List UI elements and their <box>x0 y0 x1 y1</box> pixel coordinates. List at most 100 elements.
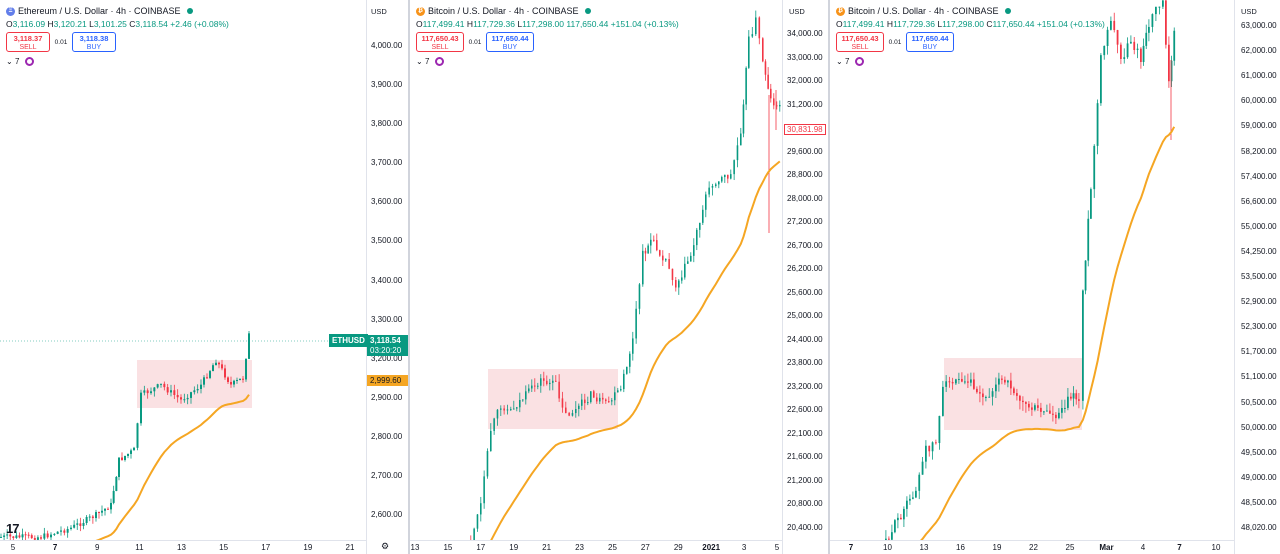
candle-body <box>30 535 33 539</box>
plot-area[interactable] <box>830 0 1234 540</box>
candle-body <box>124 455 126 460</box>
candle-body <box>493 418 495 431</box>
sell-button[interactable]: 117,650.43 SELL <box>416 32 464 52</box>
candle-body <box>73 524 76 528</box>
candle-body <box>681 277 683 281</box>
candle-body <box>0 536 2 538</box>
candle-body <box>248 333 250 359</box>
price-tick-label: 25,600.00 <box>787 287 823 297</box>
price-tick-label: 3,300.00 <box>371 314 403 324</box>
candlestick-plot[interactable] <box>410 0 782 540</box>
candle-body <box>605 399 607 402</box>
candle-body <box>91 516 94 519</box>
price-tick-label: 23,800.00 <box>787 358 823 368</box>
price-tick-label: 28,800.00 <box>787 170 823 180</box>
candle-body <box>690 255 692 262</box>
candle-body <box>528 388 530 392</box>
candle-body <box>727 174 729 179</box>
panel-divider[interactable] <box>828 0 830 554</box>
plot-area[interactable] <box>0 0 366 540</box>
candle-body <box>33 538 36 540</box>
candle-body <box>1148 26 1150 33</box>
candlestick-plot[interactable] <box>830 0 1234 540</box>
candle-body <box>1004 379 1006 383</box>
currency-label[interactable]: USD <box>1241 7 1257 16</box>
indicator-loading-icon <box>25 57 35 66</box>
candle-body <box>740 133 742 146</box>
candle-body <box>773 98 775 106</box>
indicators-toggle[interactable]: ⌄ 7 <box>836 57 850 66</box>
candle-body <box>644 250 647 254</box>
currency-label[interactable]: USD <box>371 7 387 16</box>
chart-title[interactable]: Bitcoin / U.S. Dollar · 4h · COINBASE <box>428 6 579 16</box>
candle-body <box>546 380 548 385</box>
candle-body <box>156 384 159 388</box>
candle-body <box>230 381 232 385</box>
candle-body <box>742 104 745 134</box>
candle-body <box>948 381 951 383</box>
price-tick-label: 2,600.00 <box>371 510 403 519</box>
panel-divider[interactable] <box>408 0 410 554</box>
sell-button[interactable]: 117,650.43 SELL <box>836 32 884 52</box>
candle-body <box>638 284 641 309</box>
candle-body <box>95 512 97 519</box>
price-tick-label: 61,000.00 <box>1241 71 1277 81</box>
candle-body <box>480 503 482 515</box>
candlestick-plot[interactable] <box>0 0 366 540</box>
market-open-icon <box>584 8 591 14</box>
candle-body <box>656 240 658 251</box>
candle-body <box>587 402 589 404</box>
time-tick-label: 19 <box>303 543 313 552</box>
price-tick-label: 58,200.00 <box>1241 146 1277 156</box>
candle-body <box>186 397 189 400</box>
candle-body <box>653 239 655 241</box>
candle-body <box>118 457 120 477</box>
settings-icon[interactable]: ⚙ <box>381 541 390 551</box>
time-tick-label: 7 <box>1177 543 1182 552</box>
price-tick-label: 20,800.00 <box>787 499 823 509</box>
candle-body <box>40 537 42 539</box>
chart-panel-eth[interactable]: Ξ Ethereum / U.S. Dollar · 4h · COINBASE… <box>0 0 408 554</box>
candle-body <box>56 531 59 534</box>
candle-body <box>224 368 226 378</box>
plot-area[interactable] <box>410 0 782 540</box>
chart-panel-btc-1[interactable]: ₿ Bitcoin / U.S. Dollar · 4h · COINBASE … <box>410 0 828 554</box>
candle-body <box>678 280 680 288</box>
price-axis[interactable]: USD 4,000.00 3,900.00 3,800.00 3,700.00 3,60… <box>329 0 408 554</box>
candle-body <box>543 378 545 381</box>
time-tick-label: 25 <box>1065 543 1075 552</box>
tradingview-logo[interactable]: 17 <box>6 521 20 536</box>
candle-body <box>702 209 704 223</box>
candle-body <box>88 516 91 518</box>
price-axis[interactable]: USD 34,000.00 33,000.00 32,000.00 31,200.00… <box>782 0 828 554</box>
chart-title[interactable]: Bitcoin / U.S. Dollar · 4h · COINBASE <box>848 6 999 16</box>
candle-body <box>599 397 601 402</box>
candle-body <box>935 442 937 444</box>
ema-tag: 2,999.60 <box>367 375 408 386</box>
candle-body <box>50 534 52 538</box>
time-tick-label: Mar <box>1099 543 1114 552</box>
buy-button[interactable]: 117,650.44 BUY <box>486 32 534 52</box>
candle-body <box>140 392 142 424</box>
chart-panel-btc-2[interactable]: ₿ Bitcoin / U.S. Dollar · 4h · COINBASE … <box>830 0 1280 554</box>
time-tick-label: 17 <box>261 543 271 552</box>
candle-body <box>166 387 169 393</box>
candle-body <box>200 384 202 390</box>
price-axis[interactable]: USD 63,000.00 62,000.00 61,000.00 60,000.00… <box>1234 0 1280 554</box>
sell-button[interactable]: 3,118.37 SELL <box>6 32 50 52</box>
time-axis[interactable]: 7 10 13 16 19 22 25 Mar 4 7 10 <box>830 540 1234 554</box>
chart-title[interactable]: Ethereum / U.S. Dollar · 4h · COINBASE <box>18 6 181 16</box>
candle-body <box>236 380 238 382</box>
time-axis[interactable]: 5 7 9 11 13 15 17 19 21 <box>0 540 366 554</box>
indicators-toggle[interactable]: ⌄ 7 <box>6 57 20 66</box>
time-tick-label: 13 <box>177 543 186 552</box>
time-axis[interactable]: 13 15 17 19 21 23 25 27 29 2021 3 5 <box>410 540 782 554</box>
currency-label[interactable]: USD <box>789 7 805 16</box>
buy-button[interactable]: 3,118.38 BUY <box>72 32 116 52</box>
time-tick-label: 17 <box>476 543 486 552</box>
buy-button[interactable]: 117,650.44 BUY <box>906 32 954 52</box>
candle-body <box>650 239 652 246</box>
price-tick-label: 48,020.00 <box>1241 523 1277 532</box>
candle-body <box>626 366 628 374</box>
indicators-toggle[interactable]: ⌄ 7 <box>416 57 430 66</box>
